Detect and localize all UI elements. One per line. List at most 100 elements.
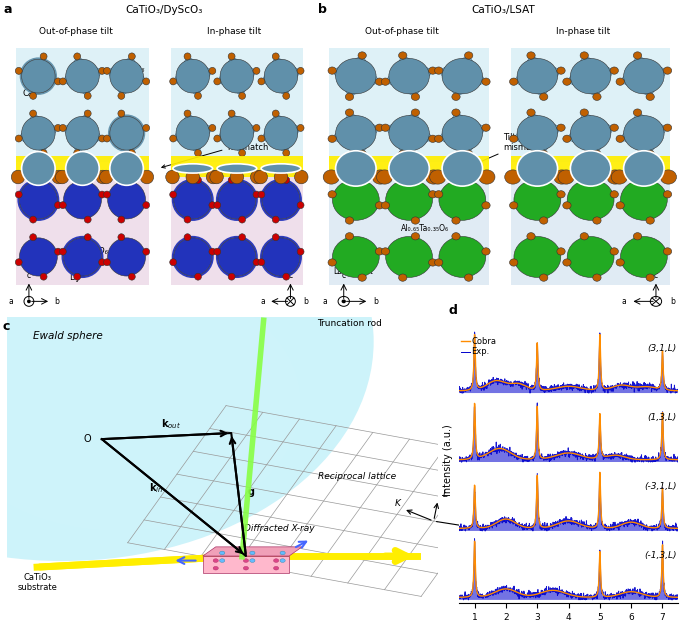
Circle shape (170, 135, 177, 142)
Circle shape (442, 116, 482, 151)
Circle shape (22, 116, 55, 150)
Circle shape (228, 53, 235, 60)
Circle shape (386, 179, 432, 220)
Polygon shape (620, 113, 667, 154)
Circle shape (510, 202, 518, 209)
Polygon shape (173, 180, 212, 220)
Circle shape (482, 202, 490, 209)
Circle shape (170, 78, 177, 85)
Circle shape (29, 234, 36, 241)
Circle shape (272, 234, 279, 241)
Polygon shape (514, 55, 561, 97)
Circle shape (429, 67, 437, 74)
Circle shape (195, 177, 201, 183)
Circle shape (214, 135, 221, 142)
Text: H: H (477, 525, 484, 534)
Circle shape (96, 170, 110, 184)
Circle shape (214, 78, 221, 85)
Circle shape (15, 135, 22, 142)
Bar (16, 48, 149, 162)
Circle shape (558, 170, 574, 184)
Polygon shape (107, 113, 146, 153)
Circle shape (250, 551, 255, 555)
Circle shape (184, 53, 191, 60)
Circle shape (328, 191, 336, 198)
Circle shape (184, 234, 191, 241)
Text: CaTiO₃/DyScO₃: CaTiO₃/DyScO₃ (126, 5, 203, 15)
Text: (1,3,L): (1,3,L) (647, 413, 677, 422)
Bar (171, 48, 303, 162)
Circle shape (99, 135, 105, 142)
Circle shape (228, 110, 235, 117)
Polygon shape (217, 113, 256, 153)
Bar (329, 156, 489, 177)
Circle shape (110, 116, 143, 150)
Circle shape (228, 177, 235, 183)
Text: Dy: Dy (69, 273, 81, 282)
Polygon shape (217, 57, 256, 96)
Circle shape (375, 248, 384, 255)
Circle shape (15, 259, 22, 266)
Bar (171, 156, 303, 177)
Circle shape (464, 175, 473, 183)
Circle shape (593, 217, 601, 224)
Circle shape (389, 116, 429, 151)
Circle shape (336, 151, 376, 186)
Circle shape (399, 175, 407, 183)
Circle shape (610, 191, 619, 198)
Polygon shape (386, 236, 433, 277)
Circle shape (40, 149, 47, 157)
Circle shape (184, 110, 191, 117)
Circle shape (176, 59, 210, 93)
Polygon shape (332, 179, 379, 221)
Circle shape (103, 191, 110, 198)
Circle shape (482, 78, 490, 85)
Circle shape (295, 170, 308, 184)
Circle shape (66, 116, 99, 150)
Circle shape (108, 238, 145, 276)
Text: L: L (443, 490, 447, 499)
Circle shape (593, 274, 601, 281)
Circle shape (40, 177, 47, 183)
Circle shape (517, 151, 558, 186)
Text: $\mathbf{k}_{in}$: $\mathbf{k}_{in}$ (149, 481, 164, 495)
Circle shape (176, 116, 210, 150)
Ellipse shape (261, 164, 301, 173)
Circle shape (283, 177, 290, 183)
Circle shape (464, 151, 473, 157)
Circle shape (442, 58, 482, 94)
Circle shape (173, 237, 212, 277)
Circle shape (217, 237, 257, 277)
Polygon shape (438, 113, 486, 154)
Polygon shape (262, 57, 301, 96)
Circle shape (610, 248, 619, 255)
Circle shape (253, 191, 260, 198)
Bar (511, 48, 671, 162)
Circle shape (84, 234, 91, 241)
Circle shape (382, 202, 390, 209)
Circle shape (582, 170, 599, 184)
Polygon shape (18, 237, 58, 277)
Circle shape (22, 59, 55, 93)
Polygon shape (217, 237, 256, 277)
Polygon shape (514, 179, 561, 221)
Circle shape (209, 202, 216, 208)
Text: Out-of-phase tilt: Out-of-phase tilt (365, 27, 439, 36)
Circle shape (15, 191, 22, 198)
Circle shape (386, 236, 432, 277)
Circle shape (663, 124, 672, 131)
Circle shape (517, 58, 558, 94)
Circle shape (22, 152, 55, 185)
Circle shape (142, 124, 149, 131)
Circle shape (382, 78, 390, 85)
Circle shape (84, 216, 91, 223)
Circle shape (646, 93, 654, 100)
Circle shape (401, 170, 417, 184)
Circle shape (174, 181, 212, 219)
Text: Al₀.₆₅Ta₀.₃₅O₆: Al₀.₆₅Ta₀.₃₅O₆ (401, 224, 449, 233)
Text: c: c (288, 271, 292, 280)
Circle shape (99, 191, 105, 198)
Text: Ca: Ca (23, 89, 34, 98)
Circle shape (60, 202, 66, 208)
Circle shape (108, 181, 145, 219)
